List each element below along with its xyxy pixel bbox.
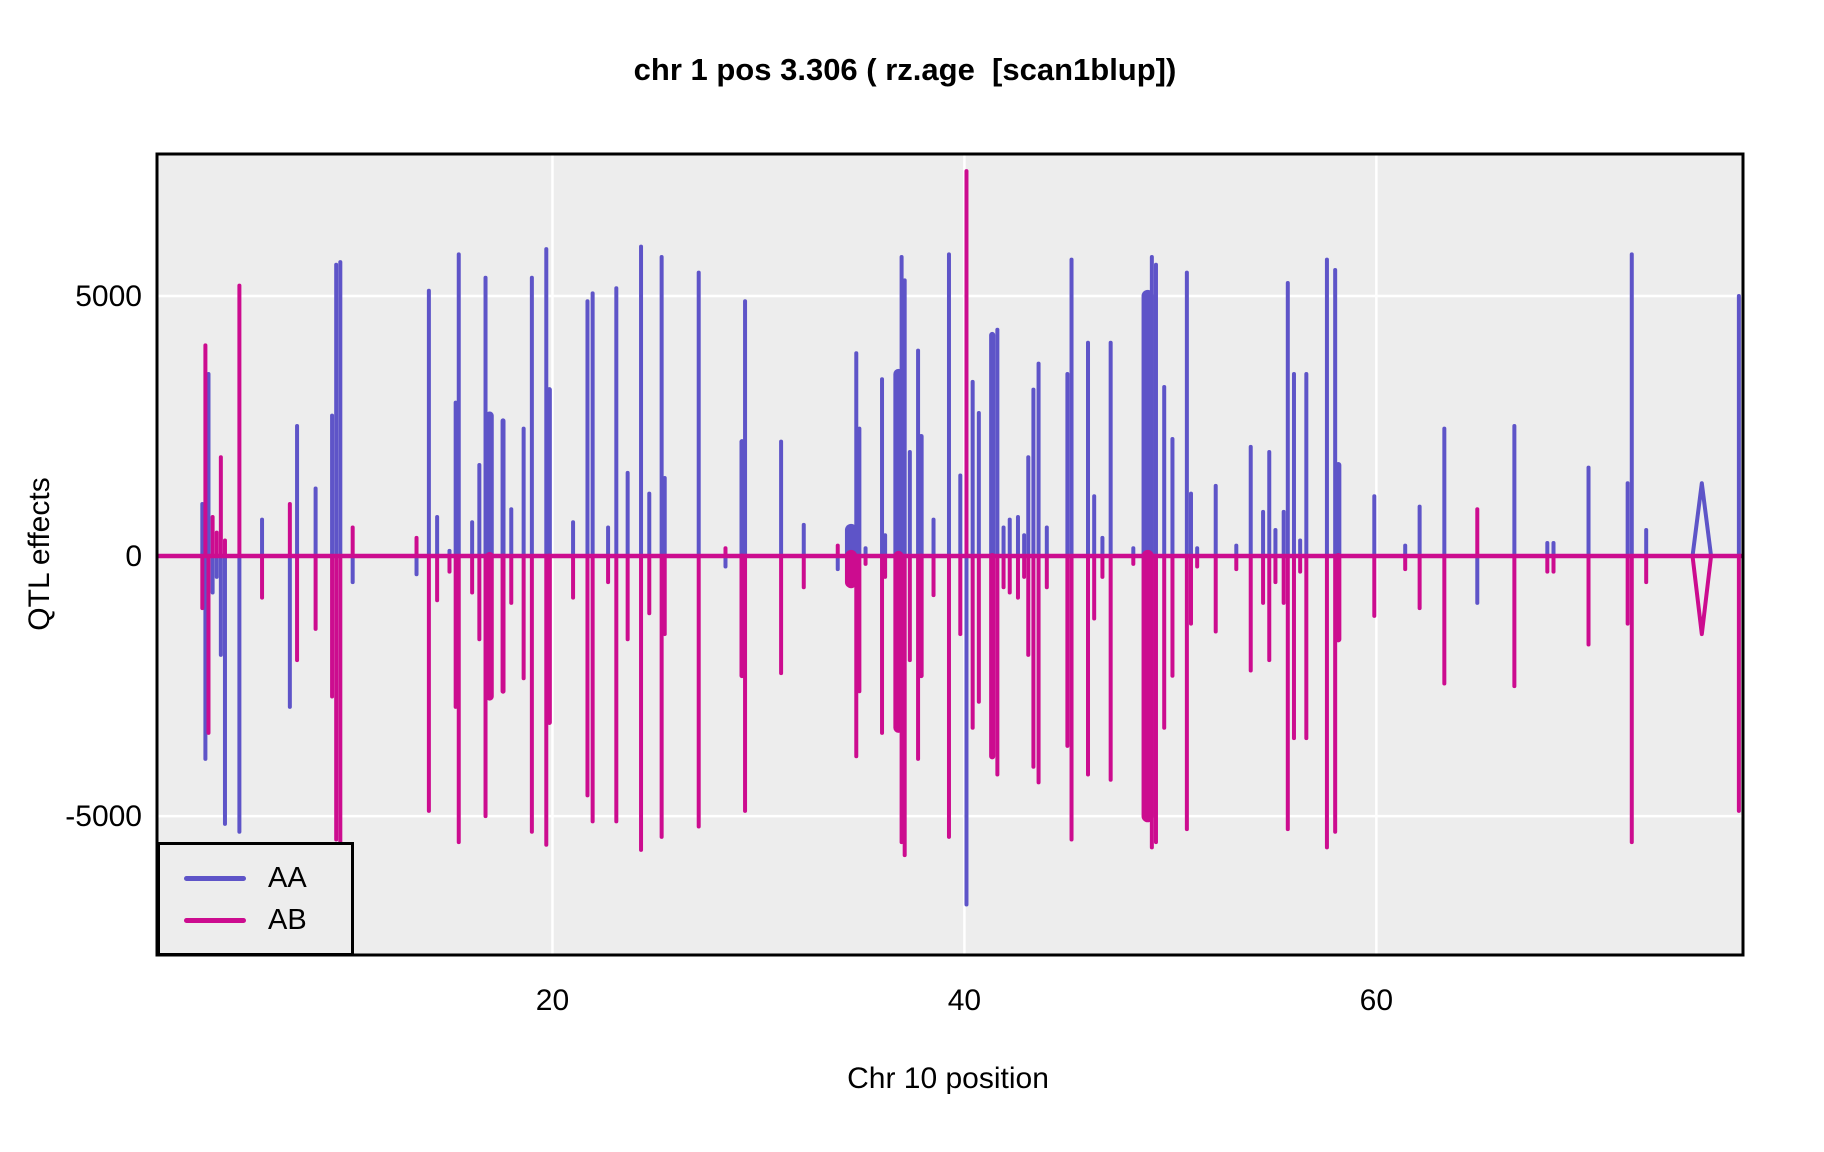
chart-title: chr 1 pos 3.306 ( rz.age [scan1blup]) (633, 52, 1177, 87)
legend-item-ab: AB (184, 904, 351, 936)
x-tick-label: 20 (536, 984, 569, 1017)
y-tick-label: -5000 (65, 800, 142, 833)
aa-lens-spike (1690, 481, 1714, 557)
aa-series-line-swatch (184, 875, 246, 881)
x-tick-label: 60 (1360, 984, 1393, 1017)
legend-label-ab: AB (268, 903, 307, 936)
ab-lens-spike (1690, 555, 1714, 637)
legend-item-aa: AA (184, 862, 351, 894)
legend-label-aa: AA (268, 861, 307, 894)
ab-series-line-swatch (184, 917, 246, 923)
legend-box: AA AB (157, 842, 354, 956)
panel-border (155, 152, 1745, 957)
y-tick-label: 0 (125, 540, 142, 573)
x-axis-title: Chr 10 position (847, 1062, 1049, 1095)
y-tick-label: 5000 (75, 280, 142, 313)
y-axis-title: QTL effects (23, 477, 56, 631)
x-tick-label: 40 (948, 984, 981, 1017)
